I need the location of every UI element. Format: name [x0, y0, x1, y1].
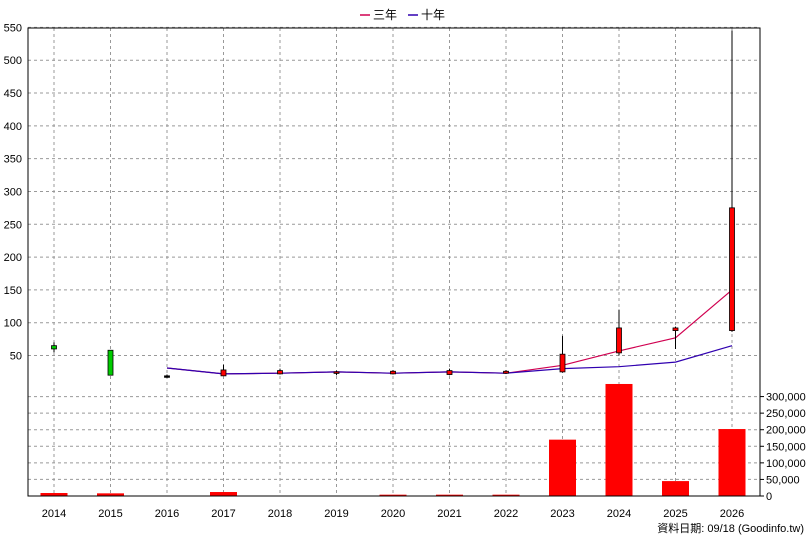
price-tick-label: 400 [4, 121, 22, 133]
volume-bar [436, 494, 463, 496]
x-tick-label: 2017 [211, 508, 235, 520]
volume-tick-label: 200,000 [766, 425, 806, 437]
candle-body [51, 345, 57, 350]
price-tick-label: 300 [4, 186, 22, 198]
price-tick-label: 250 [4, 219, 22, 231]
volume-tick-label: 0 [766, 491, 772, 503]
volume-bars [40, 383, 746, 497]
tick-labels: 2014 2015 2016 2017 2018 2019 2020 2021 2022 2023… [4, 22, 806, 520]
x-tick-label: 2019 [324, 508, 348, 520]
legend: 三年 十年 [360, 8, 445, 22]
volume-bar [549, 439, 576, 496]
x-tick-label: 2025 [663, 508, 687, 520]
price-tick-label: 500 [4, 55, 22, 67]
price-tick-label: 50 [10, 351, 22, 363]
x-tick-label: 2020 [381, 508, 405, 520]
candle-body [107, 349, 114, 376]
candle-body [446, 370, 453, 375]
volume-tick-label: 50,000 [766, 474, 800, 486]
x-tick-label: 2023 [550, 508, 574, 520]
price-tick-label: 200 [4, 252, 22, 264]
x-tick-label: 2024 [607, 508, 631, 520]
x-tick-label: 2014 [42, 508, 66, 520]
price-tick-label: 550 [4, 22, 22, 34]
plot-frame [27, 27, 761, 497]
volume-bar [210, 492, 237, 496]
legend-label: 三年 [373, 8, 397, 22]
source-label: 資料日期: 09/18 (Goodinfo.tw) [657, 521, 804, 535]
x-tick-label: 2016 [155, 508, 179, 520]
axes [27, 27, 764, 497]
price-tick-label: 100 [4, 318, 22, 330]
candle-body [729, 207, 735, 331]
candle-body [616, 327, 622, 354]
volume-bar [605, 383, 633, 496]
price-tick-label: 450 [4, 88, 22, 100]
candle-body [164, 375, 170, 378]
legend-label: 十年 [421, 8, 445, 22]
volume-bar [718, 429, 746, 496]
x-tick-label: 2018 [268, 508, 292, 520]
candlesticks [51, 30, 735, 378]
candle-body [390, 370, 396, 375]
candle-body [672, 327, 679, 331]
volume-tick-label: 250,000 [766, 408, 806, 420]
volume-tick-label: 100,000 [766, 458, 806, 470]
candle-body [559, 353, 566, 373]
volume-bar [379, 494, 407, 496]
volume-bar [97, 493, 124, 496]
volume-tick-label: 300,000 [766, 392, 806, 404]
candle-body [333, 371, 340, 374]
price-tick-label: 350 [4, 154, 22, 166]
candle-body [220, 369, 227, 377]
volume-bar [662, 481, 689, 496]
volume-bar [40, 493, 68, 496]
x-tick-label: 2015 [98, 508, 122, 520]
x-tick-label: 2026 [720, 508, 744, 520]
candle-body [277, 370, 283, 375]
price-tick-label: 150 [4, 285, 22, 297]
volume-tick-label: 150,000 [766, 441, 806, 453]
volume-bar [492, 494, 520, 496]
candle-body [503, 370, 509, 374]
x-tick-label: 2022 [494, 508, 518, 520]
x-tick-label: 2021 [437, 508, 461, 520]
